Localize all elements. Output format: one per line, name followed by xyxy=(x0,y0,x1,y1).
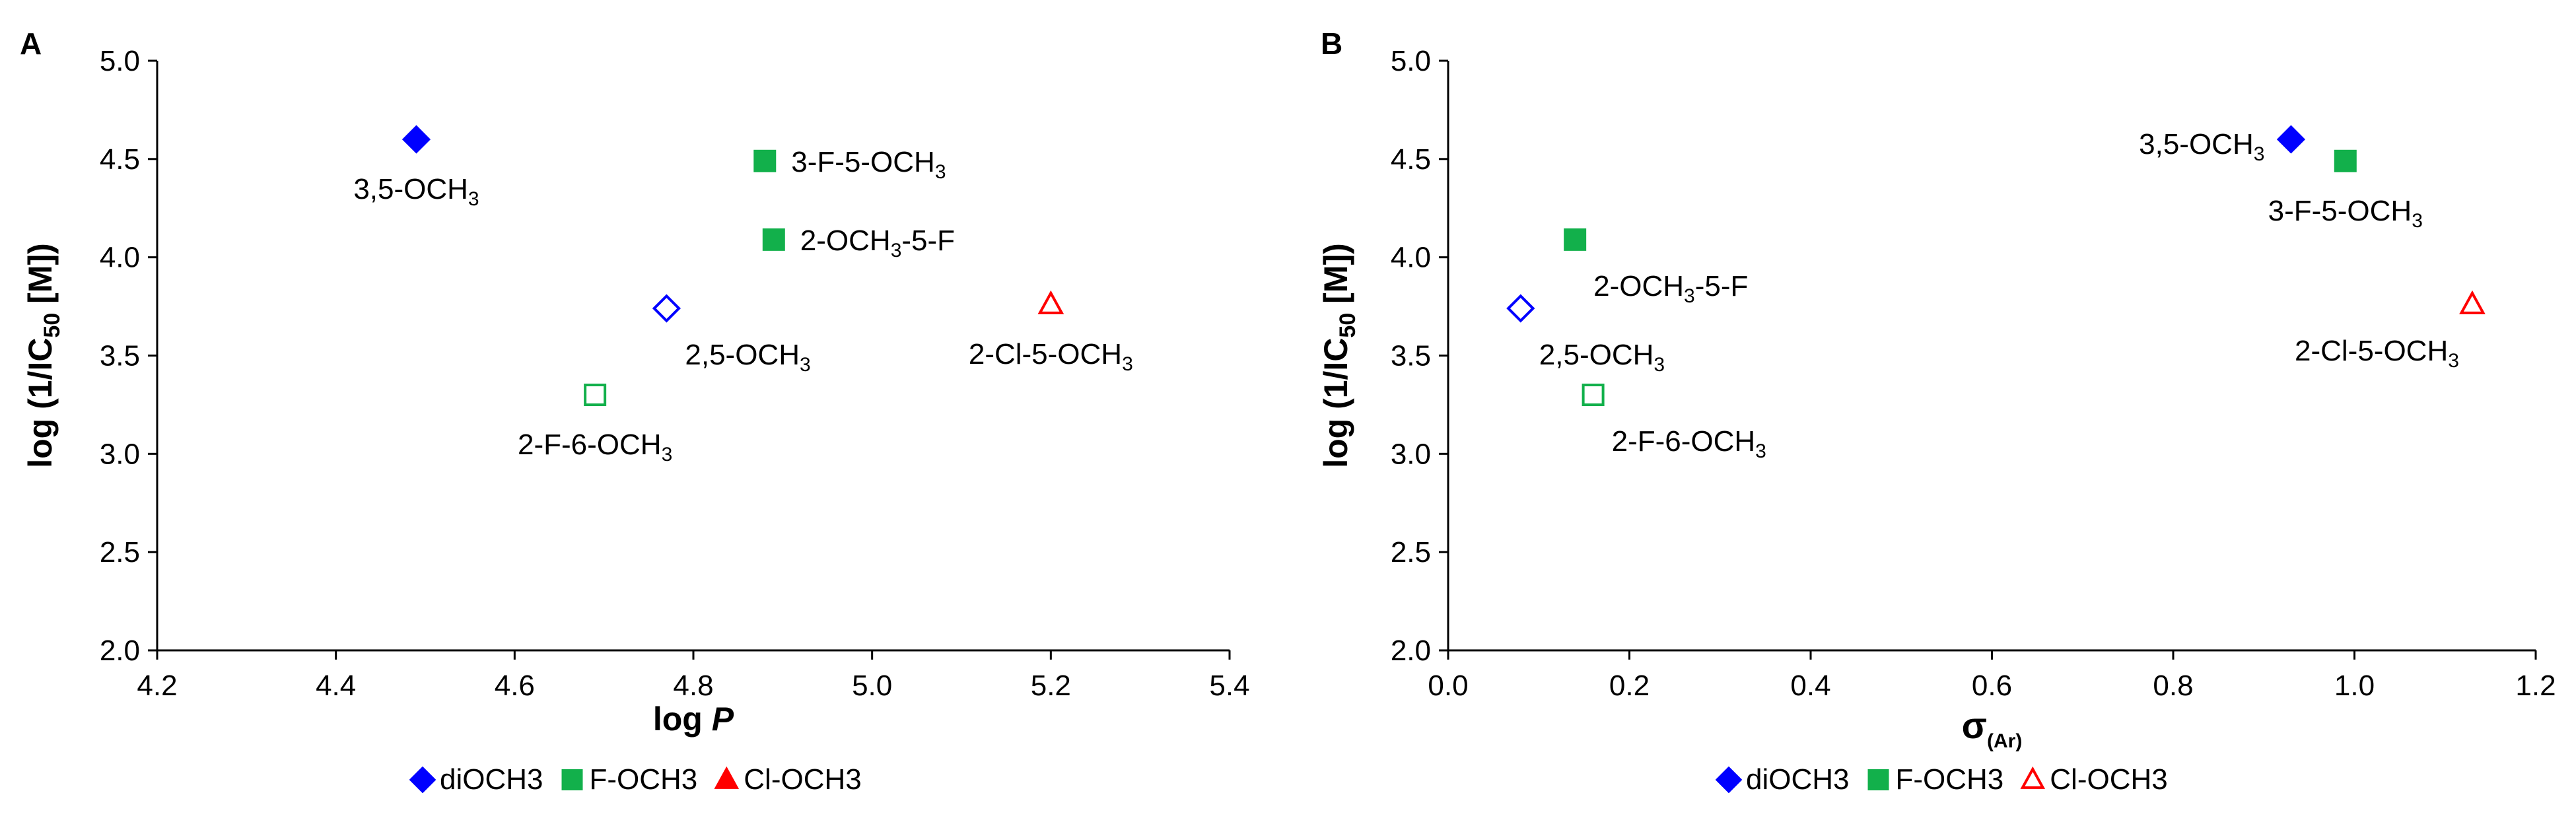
legend-entry-label: diOCH3 xyxy=(1746,763,1850,796)
data-point-diamond xyxy=(652,294,681,323)
x-axis-title: log P xyxy=(653,701,734,738)
data-point-diamond xyxy=(1506,294,1535,323)
legend-marker-triangle xyxy=(2020,766,2046,789)
y-tick-label: 4.0 xyxy=(1391,242,1431,274)
y-axis-title: log (1/IC50 [M]) xyxy=(1317,243,1360,468)
y-tick-label: 5.0 xyxy=(1391,45,1431,77)
x-tick-label: 1.0 xyxy=(2334,670,2375,702)
data-point-label: 2-OCH3-5-F xyxy=(1593,270,1748,307)
data-point-label: 2-Cl-5-OCH3 xyxy=(969,338,1133,375)
x-tick-label: 1.2 xyxy=(2515,670,2556,702)
x-tick-label: 4.6 xyxy=(495,670,535,702)
data-point-square xyxy=(2334,149,2357,172)
legend-marker-square xyxy=(1867,769,1889,790)
y-tick-label: 3.5 xyxy=(100,340,140,372)
x-tick-label: 0.6 xyxy=(1972,670,2012,702)
data-point-label: 2-F-6-OCH3 xyxy=(518,429,672,465)
x-tick-label: 0.4 xyxy=(1790,670,1830,702)
legend: diOCH3 F-OCH3 Cl-OCH3 xyxy=(1715,763,2168,796)
legend-entry-label: diOCH3 xyxy=(440,763,543,796)
data-point-square xyxy=(762,228,785,251)
data-point-square xyxy=(1582,384,1605,407)
y-axis-title: log (1/IC50 [M]) xyxy=(22,243,65,468)
data-point-label: 3-F-5-OCH3 xyxy=(2268,195,2423,232)
data-point-label: 2,5-OCH3 xyxy=(1539,339,1665,376)
x-tick-label: 5.0 xyxy=(852,670,892,702)
panel-letter: B xyxy=(1321,26,1342,61)
y-tick-label: 2.0 xyxy=(1391,635,1431,667)
data-point-triangle xyxy=(2459,290,2486,314)
data-point-square xyxy=(1564,228,1587,251)
legend: diOCH3 F-OCH3 Cl-OCH3 xyxy=(409,763,862,796)
data-point-label: 2-F-6-OCH3 xyxy=(1612,425,1766,462)
y-tick-label: 4.5 xyxy=(1391,143,1431,176)
y-tick-label: 2.5 xyxy=(100,536,140,568)
legend-marker-triangle xyxy=(714,766,740,789)
y-tick-label: 3.0 xyxy=(1391,438,1431,470)
legend-entry-label: F-OCH3 xyxy=(1896,763,2004,796)
legend-marker-square xyxy=(561,769,583,790)
y-tick-label: 3.0 xyxy=(100,438,140,470)
data-point-label: 2-OCH3-5-F xyxy=(800,224,955,261)
x-tick-label: 5.2 xyxy=(1031,670,1071,702)
data-point-square xyxy=(753,149,777,172)
data-point-diamond xyxy=(2276,125,2306,154)
y-tick-label: 4.5 xyxy=(100,143,140,176)
y-tick-label: 3.5 xyxy=(1391,340,1431,372)
y-tick-label: 4.0 xyxy=(100,242,140,274)
panel-b-chart: B 2.0 2.5 3.0 3.5 4.0 4.5 5.0 0.0 0.2 0.4 0.6 0.8 1.0… xyxy=(1317,26,2556,796)
x-axis-title: σ(Ar) xyxy=(1962,705,2023,752)
legend-entry-label: Cl-OCH3 xyxy=(2050,763,2167,796)
y-tick-label: 2.0 xyxy=(100,635,140,667)
panel-a-chart: A 2.0 2.5 3.0 3.5 4.0 4.5 5.0 4.2 4.4 4.6 4.8 5.0 5.2… xyxy=(20,26,1250,796)
data-point-label: 2-Cl-5-OCH3 xyxy=(2295,335,2459,372)
data-point-square xyxy=(584,384,607,407)
data-point-diamond xyxy=(401,125,431,154)
x-tick-label: 5.4 xyxy=(1209,670,1249,702)
legend-entry-label: Cl-OCH3 xyxy=(744,763,861,796)
x-tick-label: 4.2 xyxy=(137,670,177,702)
panel-letter: A xyxy=(20,26,42,61)
data-point-label: 3-F-5-OCH3 xyxy=(791,146,946,183)
data-point-label: 2,5-OCH3 xyxy=(685,339,810,376)
x-tick-label: 0.2 xyxy=(1609,670,1650,702)
y-tick-label: 2.5 xyxy=(1391,536,1431,568)
x-tick-label: 4.8 xyxy=(673,670,713,702)
x-tick-label: 0.0 xyxy=(1428,670,1468,702)
data-point-label: 3,5-OCH3 xyxy=(353,173,479,210)
x-tick-label: 0.8 xyxy=(2153,670,2193,702)
legend-marker-diamond xyxy=(409,766,436,794)
legend-entry-label: F-OCH3 xyxy=(590,763,698,796)
x-tick-label: 4.4 xyxy=(316,670,356,702)
y-tick-label: 5.0 xyxy=(100,45,140,77)
legend-marker-diamond xyxy=(1715,766,1743,794)
data-point-triangle xyxy=(1037,290,1064,314)
data-point-label: 3,5-OCH3 xyxy=(2139,128,2264,165)
